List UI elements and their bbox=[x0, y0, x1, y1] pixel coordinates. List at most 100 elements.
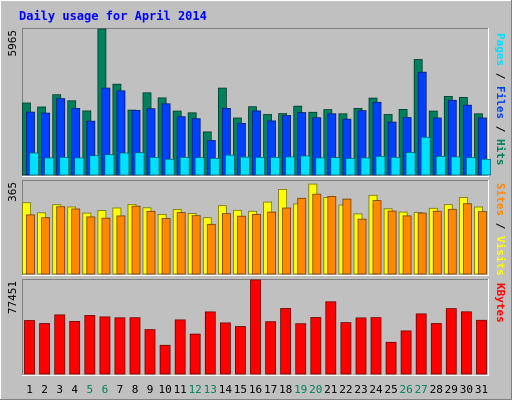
bar-pages-day-27 bbox=[420, 136, 431, 176]
bar-kbytes-day-28 bbox=[430, 323, 442, 375]
chart-panels: 5965 365 77451 bbox=[6, 28, 491, 376]
bar-pages-day-4 bbox=[74, 157, 85, 176]
y-legend-part: KBytes bbox=[494, 283, 507, 323]
bar-kbytes-day-22 bbox=[340, 322, 352, 375]
bar-sites-day-16 bbox=[252, 213, 261, 275]
x-tick-label: 15 bbox=[234, 383, 247, 396]
bar-kbytes-day-6 bbox=[99, 316, 111, 375]
bar-sites-day-19 bbox=[297, 197, 307, 275]
bar-pages-day-2 bbox=[44, 157, 54, 176]
bar-kbytes-day-14 bbox=[219, 322, 231, 375]
x-tick-label: 25 bbox=[384, 383, 397, 396]
x-tick-label: 20 bbox=[309, 383, 322, 396]
x-tick-label: 18 bbox=[279, 383, 292, 396]
x-axis-labels: 1 2 3 4 5 6 7 8 9 10 11 12 13 14 15 16 17 18 19 20 21 22 23 24 2… bbox=[26, 383, 488, 396]
x-tick-label: 1 bbox=[26, 383, 33, 396]
panel-max-label: 5965 bbox=[6, 30, 19, 57]
x-tick-label: 24 bbox=[369, 383, 383, 396]
x-tick-label: 30 bbox=[460, 383, 473, 396]
bar-kbytes-day-21 bbox=[325, 301, 337, 375]
series-pages bbox=[29, 136, 491, 176]
x-tick-label: 8 bbox=[132, 383, 139, 396]
bar-sites-day-12 bbox=[191, 215, 201, 275]
bar-kbytes-day-11 bbox=[174, 319, 186, 375]
bar-sites-day-25 bbox=[387, 210, 397, 275]
bar-sites-day-15 bbox=[236, 215, 246, 275]
x-tick-label: 5 bbox=[86, 383, 93, 396]
bar-kbytes-day-13 bbox=[204, 311, 216, 375]
bar-kbytes-day-16 bbox=[250, 279, 261, 375]
chart-title: Daily usage for April 2014 bbox=[19, 9, 207, 23]
bar-pages-day-1 bbox=[29, 152, 39, 176]
bar-kbytes-day-5 bbox=[84, 315, 96, 375]
bar-kbytes-day-23 bbox=[355, 317, 367, 375]
bar-sites-day-10 bbox=[161, 218, 171, 275]
bar-sites-day-6 bbox=[101, 217, 111, 275]
x-tick-label: 14 bbox=[219, 383, 233, 396]
bar-pages-day-21 bbox=[330, 157, 341, 176]
bar-pages-day-9 bbox=[149, 156, 160, 176]
y-legend-part: / bbox=[494, 216, 507, 236]
bar-pages-day-23 bbox=[360, 157, 371, 176]
bar-kbytes-day-19 bbox=[295, 323, 307, 375]
x-tick-label: 12 bbox=[189, 383, 202, 396]
bar-sites-day-14 bbox=[221, 213, 231, 275]
bar-sites-day-24 bbox=[372, 200, 382, 275]
bar-pages-day-8 bbox=[134, 152, 145, 176]
x-tick-label: 31 bbox=[475, 383, 488, 396]
y-legend-1: Sites / Visits bbox=[494, 183, 507, 276]
bar-sites-day-17 bbox=[267, 211, 277, 275]
bar-pages-day-16 bbox=[255, 156, 265, 176]
bar-kbytes-day-31 bbox=[476, 319, 487, 375]
series-files bbox=[26, 71, 487, 176]
bar-kbytes-day-30 bbox=[460, 311, 472, 375]
bar-kbytes-day-3 bbox=[54, 314, 66, 375]
bar-pages-day-24 bbox=[375, 155, 386, 176]
bar-pages-day-22 bbox=[345, 157, 356, 176]
bar-kbytes-day-8 bbox=[129, 317, 141, 375]
bar-kbytes-day-27 bbox=[415, 313, 427, 375]
bar-pages-day-3 bbox=[59, 156, 70, 176]
bar-sites-day-28 bbox=[432, 210, 442, 275]
bar-kbytes-day-24 bbox=[370, 317, 382, 375]
bar-kbytes-day-17 bbox=[265, 321, 277, 375]
series-kbytes bbox=[24, 279, 487, 375]
x-tick-label: 10 bbox=[158, 383, 171, 396]
bar-kbytes-day-12 bbox=[189, 333, 201, 375]
bar-pages-day-30 bbox=[465, 157, 476, 176]
x-tick-label: 17 bbox=[264, 383, 277, 396]
bar-kbytes-day-29 bbox=[445, 308, 457, 375]
bar-sites-day-22 bbox=[342, 198, 352, 275]
bar-sites-day-21 bbox=[327, 196, 337, 275]
x-tick-label: 22 bbox=[339, 383, 352, 396]
bar-kbytes-day-20 bbox=[310, 317, 322, 375]
panel-max-label: 77451 bbox=[6, 281, 19, 314]
panel-visits-sites: 365 bbox=[6, 180, 489, 276]
bar-pages-day-14 bbox=[224, 154, 235, 176]
bar-pages-day-11 bbox=[179, 156, 190, 176]
x-tick-label: 26 bbox=[399, 383, 412, 396]
bar-kbytes-day-25 bbox=[385, 341, 397, 375]
bar-pages-day-20 bbox=[315, 157, 326, 176]
bar-kbytes-day-26 bbox=[400, 330, 412, 375]
bar-pages-day-12 bbox=[194, 157, 205, 176]
bar-pages-day-18 bbox=[285, 156, 296, 176]
x-tick-label: 19 bbox=[294, 383, 307, 396]
bar-pages-day-15 bbox=[239, 156, 250, 176]
panel-max-label: 365 bbox=[6, 182, 19, 202]
y-legend-2: KBytes bbox=[494, 283, 507, 323]
bar-kbytes-day-10 bbox=[159, 344, 171, 375]
y-legend-part: / bbox=[494, 66, 507, 86]
bar-kbytes-day-1 bbox=[24, 320, 35, 375]
bar-sites-day-23 bbox=[357, 218, 367, 275]
x-tick-label: 11 bbox=[174, 383, 187, 396]
bar-pages-day-7 bbox=[119, 152, 130, 176]
bar-pages-day-17 bbox=[270, 156, 281, 176]
y-legend-part: / bbox=[494, 119, 507, 139]
bar-sites-day-11 bbox=[176, 212, 186, 275]
y-legend-part: Visits bbox=[494, 236, 507, 276]
bar-sites-day-31 bbox=[478, 211, 487, 275]
x-tick-label: 29 bbox=[445, 383, 458, 396]
bar-pages-day-28 bbox=[435, 155, 446, 176]
bar-pages-day-6 bbox=[104, 154, 115, 176]
